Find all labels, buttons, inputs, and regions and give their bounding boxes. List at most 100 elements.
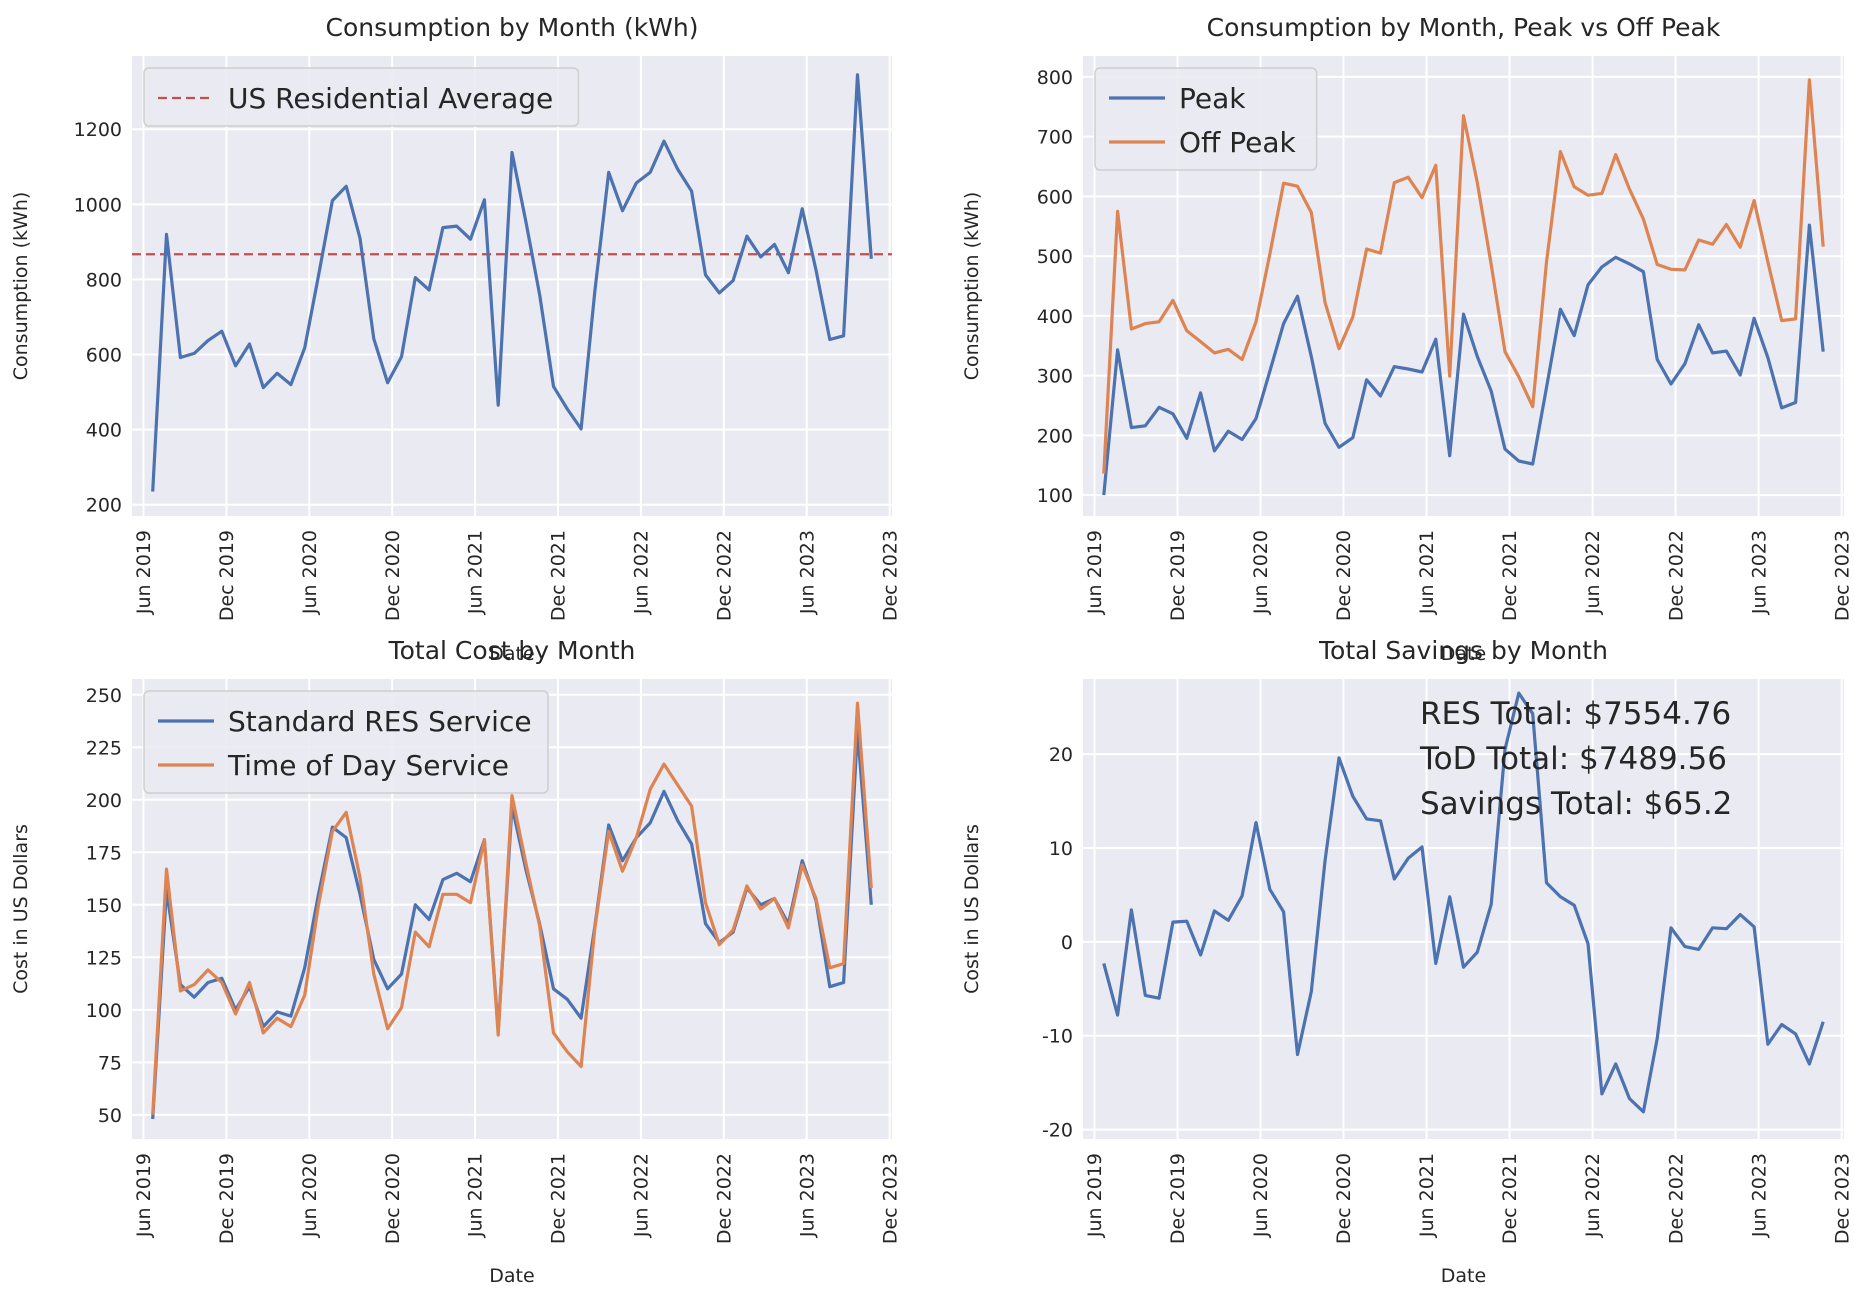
legend-frame <box>1094 67 1318 171</box>
x-tick-label: Dec 2019 <box>216 1153 238 1244</box>
y-tick-label: 600 <box>1037 186 1073 208</box>
y-tick-label: 125 <box>86 947 122 969</box>
y-tick-label: 600 <box>86 345 122 367</box>
x-tick-label: Jun 2019 <box>1084 530 1106 615</box>
x-axis-label: Date <box>1441 1265 1486 1287</box>
y-tick-label: 50 <box>98 1105 122 1127</box>
consumption-chart: 200 400 600 800 1000 1200 Jun 2019 Dec 2019 Jun … <box>10 13 901 665</box>
x-tick-label: Dec 2022 <box>1665 530 1687 621</box>
x-tick-label: Jun 2021 <box>465 1153 487 1238</box>
peak_offpeak-chart: 100 200 300 400 500 600 700 800 Jun 2019 Dec 2019… <box>961 13 1853 665</box>
chart-title: Total Savings by Month <box>1318 636 1608 665</box>
y-tick-label: 1000 <box>74 194 122 216</box>
x-tick-label: Jun 2023 <box>1748 1153 1770 1238</box>
series-line-time-of-day-service <box>151 701 873 1115</box>
y-tick-label: 10 <box>1049 838 1073 860</box>
x-tick-label: Dec 2019 <box>1167 1153 1189 1244</box>
x-tick-label: Dec 2019 <box>216 530 238 621</box>
x-tick-label: Dec 2021 <box>1499 530 1521 621</box>
chart-title: Consumption by Month, Peak vs Off Peak <box>1207 13 1721 42</box>
total_savings-chart: -20 -10 0 10 20 Jun 2019 Dec 2019 Jun 2020 Dec 2… <box>961 636 1853 1287</box>
y-tick-label: 100 <box>86 1000 122 1022</box>
series-line-consumption <box>151 73 873 492</box>
legend: US Residential Average <box>143 67 580 127</box>
x-tick-label: Dec 2022 <box>713 1153 735 1244</box>
x-tick-label: Jun 2021 <box>1416 1153 1438 1238</box>
x-tick-label: Jun 2023 <box>1748 530 1770 615</box>
x-axis-label: Date <box>489 1265 534 1287</box>
x-tick-label: Dec 2023 <box>1831 530 1853 621</box>
legend: Standard RES Service Time of Day Service <box>143 690 549 794</box>
y-tick-label: 500 <box>1037 246 1073 268</box>
series-line-peak <box>1102 223 1825 496</box>
x-tick-label: Jun 2020 <box>1250 1153 1272 1238</box>
x-tick-label: Dec 2021 <box>548 530 570 621</box>
legend-label: Standard RES Service <box>228 705 532 738</box>
legend-frame <box>143 690 549 794</box>
x-tick-label: Dec 2022 <box>713 530 735 621</box>
x-tick-label: Dec 2023 <box>1831 1153 1853 1244</box>
y-tick-label: 20 <box>1049 744 1073 766</box>
series-line-off-peak <box>1102 78 1825 474</box>
y-axis-label: Consumption (kWh) <box>961 192 983 381</box>
y-tick-label: 200 <box>86 790 122 812</box>
x-axis-label: Date <box>489 643 534 665</box>
x-tick-label: Jun 2019 <box>1084 1153 1106 1238</box>
chart-title: Total Cost by Month <box>388 636 636 665</box>
x-tick-label: Dec 2020 <box>1333 530 1355 621</box>
chart-title: Consumption by Month (kWh) <box>326 13 699 42</box>
x-tick-label: Jun 2020 <box>299 530 321 615</box>
y-tick-label: 700 <box>1037 127 1073 149</box>
y-tick-label: -10 <box>1042 1026 1073 1048</box>
y-axis-label: Cost in US Dollars <box>10 824 32 994</box>
y-tick-label: 100 <box>1037 485 1073 507</box>
x-tick-label: Jun 2019 <box>133 530 155 615</box>
x-tick-label: Dec 2021 <box>548 1153 570 1244</box>
y-tick-label: 800 <box>86 269 122 291</box>
y-tick-label: 75 <box>98 1052 122 1074</box>
y-tick-label: 175 <box>86 842 122 864</box>
y-tick-label: 250 <box>86 685 122 707</box>
x-tick-label: Jun 2020 <box>299 1153 321 1238</box>
y-tick-label: 400 <box>1037 306 1073 328</box>
total_cost-chart: 50 75 100 125 150 175 200 225 250 Jun 2019 Dec 201… <box>10 636 901 1287</box>
x-tick-label: Dec 2022 <box>1665 1153 1687 1244</box>
y-tick-label: -20 <box>1042 1120 1073 1142</box>
x-tick-label: Jun 2020 <box>1250 530 1272 615</box>
x-tick-label: Jun 2021 <box>465 530 487 615</box>
legend-label: Peak <box>1179 82 1246 115</box>
x-tick-label: Dec 2020 <box>382 1153 404 1244</box>
y-tick-label: 200 <box>1037 425 1073 447</box>
x-tick-label: Dec 2021 <box>1499 1153 1521 1244</box>
total-annotation: ToD Total: $7489.56 <box>1419 741 1727 777</box>
x-tick-label: Dec 2023 <box>879 1153 901 1244</box>
x-tick-label: Jun 2021 <box>1416 530 1438 615</box>
x-tick-label: Dec 2020 <box>1333 1153 1355 1244</box>
legend-label: Time of Day Service <box>227 749 509 782</box>
y-tick-label: 300 <box>1037 366 1073 388</box>
legend-label: Off Peak <box>1179 126 1297 159</box>
series-line-savings <box>1102 691 1825 1114</box>
x-tick-label: Jun 2022 <box>631 530 653 615</box>
x-tick-label: Jun 2019 <box>133 1153 155 1238</box>
x-tick-label: Dec 2020 <box>382 530 404 621</box>
y-axis-label: Consumption (kWh) <box>10 192 32 381</box>
x-tick-label: Jun 2022 <box>631 1153 653 1238</box>
total-annotation: Savings Total: $65.2 <box>1420 786 1732 822</box>
y-tick-label: 400 <box>86 420 122 442</box>
total-annotation: RES Total: $7554.76 <box>1420 696 1731 732</box>
y-tick-label: 0 <box>1061 932 1073 954</box>
x-tick-label: Jun 2023 <box>796 530 818 615</box>
x-tick-label: Jun 2022 <box>1582 530 1604 615</box>
legend-label: US Residential Average <box>228 82 553 115</box>
y-tick-label: 200 <box>86 495 122 517</box>
y-tick-label: 150 <box>86 895 122 917</box>
x-axis-label: Date <box>1441 643 1486 665</box>
x-tick-label: Jun 2023 <box>796 1153 818 1238</box>
y-tick-label: 225 <box>86 737 122 759</box>
x-tick-label: Dec 2019 <box>1167 530 1189 621</box>
x-tick-label: Jun 2022 <box>1582 1153 1604 1238</box>
y-tick-label: 1200 <box>74 119 122 141</box>
legend-frame <box>143 67 580 127</box>
